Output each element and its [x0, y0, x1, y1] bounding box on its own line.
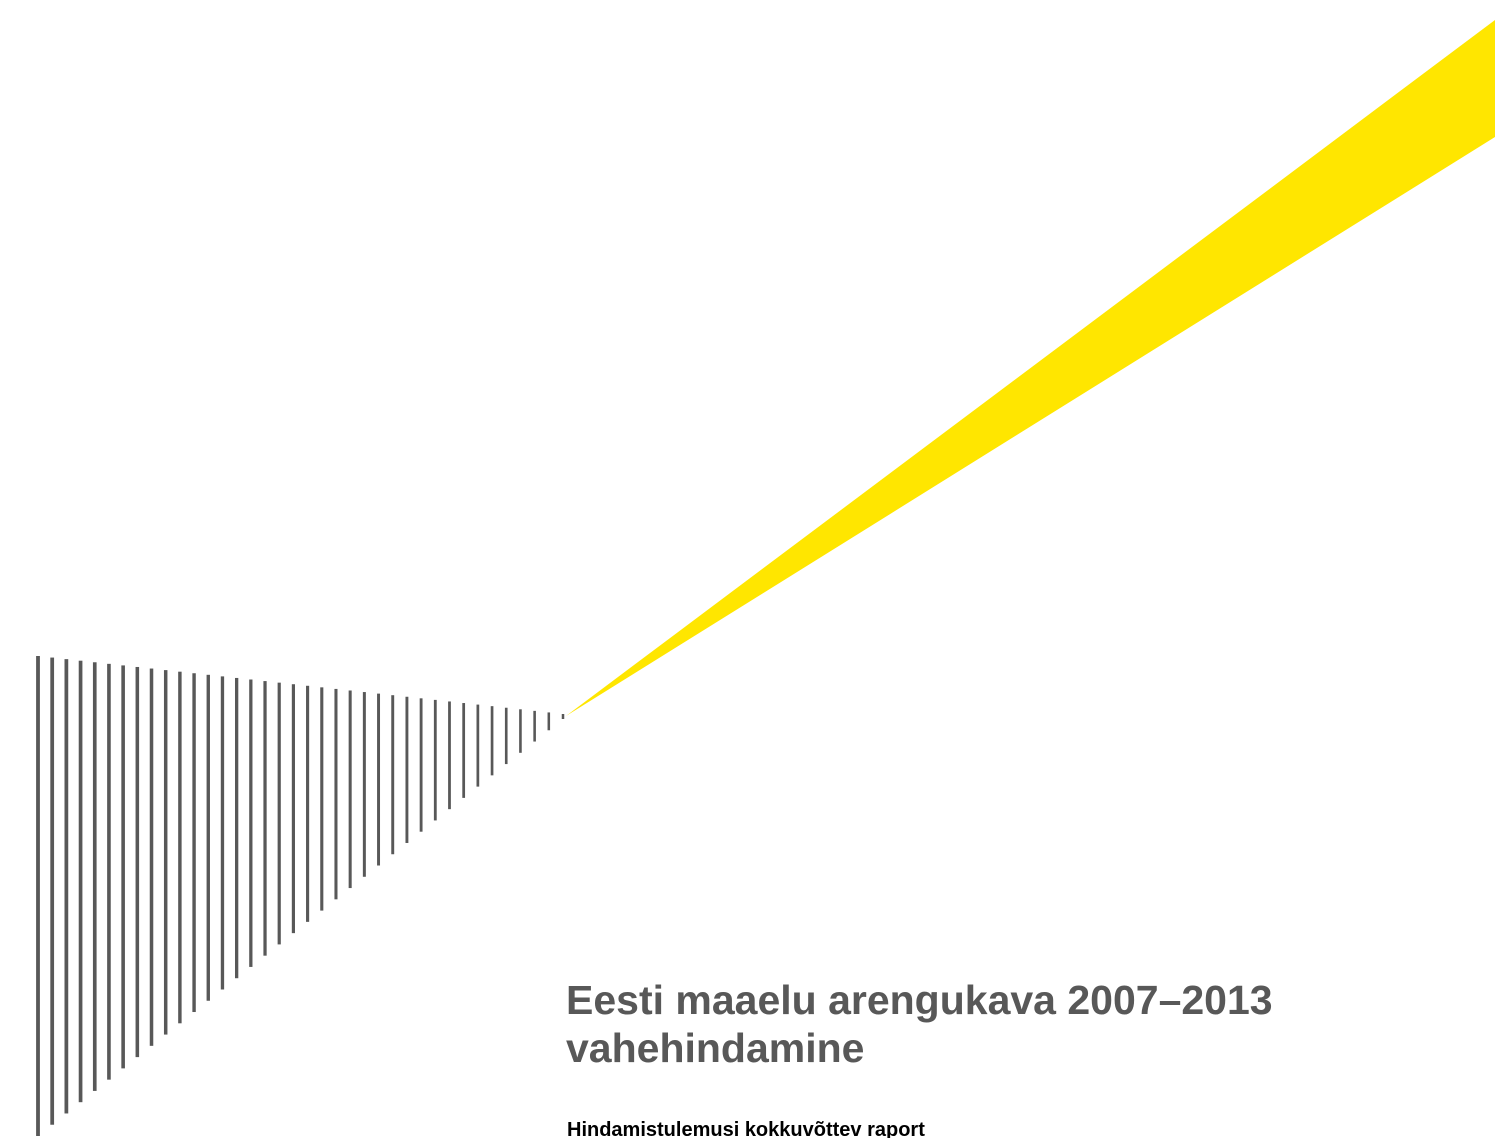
grey-stripe: [391, 695, 395, 855]
grey-stripe: [178, 671, 182, 1024]
grey-stripe: [234, 677, 239, 979]
report-title-line-1: Eesti maaelu arengukava 2007–2013: [566, 977, 1273, 1023]
grey-stripe: [320, 687, 324, 911]
grey-stripe: [377, 693, 381, 866]
grey-stripe: [405, 696, 409, 843]
grey-stripe: [291, 684, 295, 934]
grey-stripe: [135, 666, 140, 1058]
report-subtitle: Hindamistulemusi kokkuvõttev raport: [567, 1119, 925, 1138]
grey-stripe: [561, 714, 565, 719]
grey-stripe: [547, 712, 551, 731]
grey-stripe: [163, 670, 168, 1035]
grey-stripe: [78, 660, 83, 1103]
grey-stripe: [249, 679, 253, 967]
grey-stripe: [64, 659, 69, 1114]
grey-stripe: [36, 656, 40, 1136]
grey-stripe: [206, 674, 210, 1001]
grey-stripe: [348, 690, 352, 889]
grey-stripe: [220, 676, 225, 990]
grey-stripe: [448, 701, 451, 810]
grey-stripes: [36, 656, 565, 1136]
grey-stripe: [490, 706, 494, 776]
grey-stripe: [192, 673, 196, 1013]
grey-stripe: [504, 707, 508, 765]
grey-stripe: [476, 704, 480, 787]
grey-stripe: [433, 699, 437, 821]
grey-stripe: [334, 688, 338, 900]
grey-stripe: [533, 710, 536, 742]
report-title-line-2: vahehindamine: [566, 1025, 865, 1071]
grey-stripe: [362, 692, 366, 877]
grey-stripe: [92, 662, 97, 1091]
yellow-beam: [566, 20, 1495, 716]
grey-stripe: [306, 685, 310, 922]
grey-stripe: [277, 682, 281, 945]
grey-stripe: [121, 665, 125, 1069]
grey-stripe: [419, 698, 423, 832]
grey-stripe: [462, 703, 466, 798]
grey-stripe: [149, 668, 154, 1046]
grey-stripe: [519, 709, 522, 753]
grey-stripe: [107, 663, 111, 1080]
grey-stripe: [50, 657, 55, 1125]
report-title: Eesti maaelu arengukava 2007–2013 vahehi…: [566, 976, 1273, 1072]
grey-stripe: [263, 681, 267, 956]
